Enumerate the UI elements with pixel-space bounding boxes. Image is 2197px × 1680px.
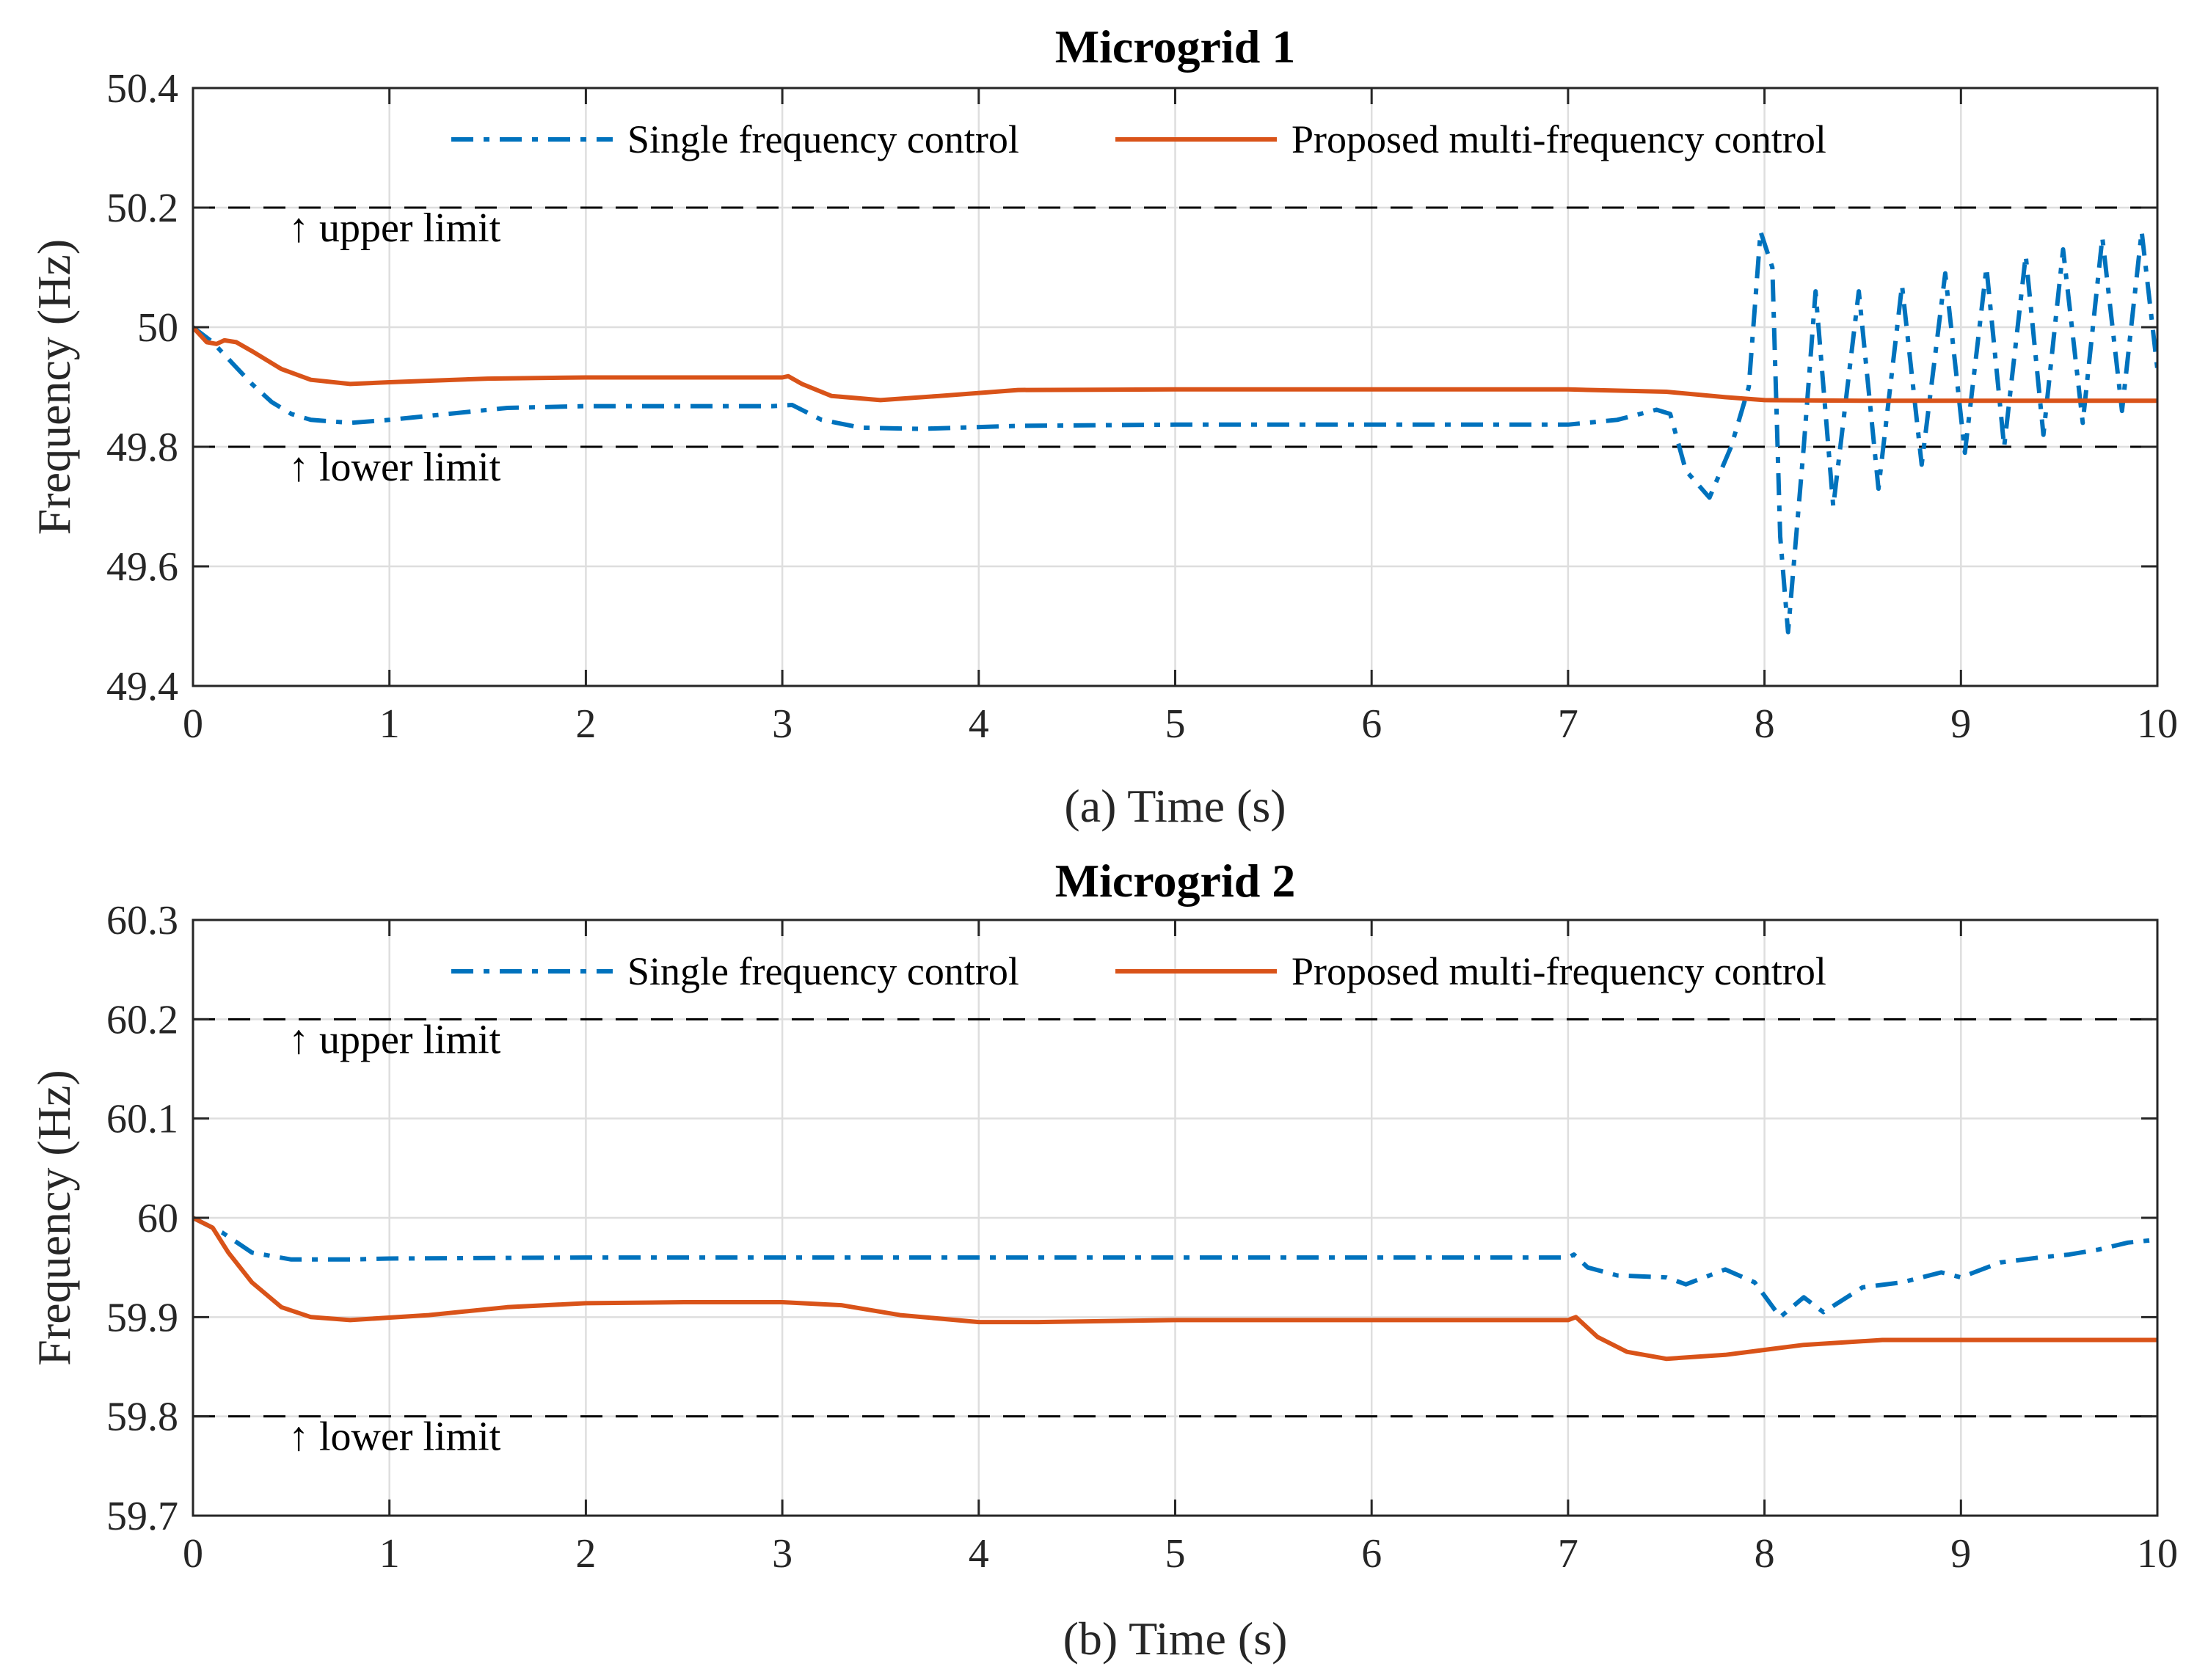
- y-tick-label: 59.8: [106, 1395, 178, 1440]
- series-line-single-frequency: [193, 229, 2157, 635]
- y-tick-label: 59.9: [106, 1295, 178, 1340]
- x-tick-label: 2: [575, 701, 596, 747]
- y-tick-label: 50: [137, 305, 178, 351]
- x-tick-label: 0: [183, 701, 203, 747]
- chart-title: Microgrid 2: [1055, 855, 1296, 907]
- x-tick-label: 6: [1361, 1531, 1382, 1577]
- legend: Single frequency control Proposed multi-f…: [451, 949, 1826, 993]
- x-axis-label: (b) Time (s): [1063, 1613, 1288, 1665]
- x-tick-label: 5: [1165, 1531, 1186, 1577]
- y-tick-label: 49.4: [106, 664, 178, 709]
- y-tick-label: 60.3: [106, 898, 178, 943]
- x-tick-label: 10: [2137, 701, 2178, 747]
- x-tick-label: 3: [772, 701, 793, 747]
- chart-microgrid-2: ↑ upper limit ↑ lower limit 0 1 2 3 4 5 6 7 8 9 10 59…: [28, 855, 2178, 1665]
- y-tick-label: 59.7: [106, 1494, 178, 1539]
- y-tick-label: 50.2: [106, 186, 178, 231]
- lower-limit-label: ↑ lower limit: [288, 1414, 501, 1460]
- x-tick-label: 3: [772, 1531, 793, 1577]
- x-tick-label: 4: [969, 701, 989, 747]
- y-tick-label: 49.8: [106, 425, 178, 470]
- x-tick-label: 2: [575, 1531, 596, 1577]
- y-tick-label: 60.2: [106, 997, 178, 1042]
- y-axis-label: Frequency (Hz): [28, 239, 80, 535]
- x-tick-label: 0: [183, 1531, 203, 1577]
- series-line-multi-frequency: [193, 325, 2157, 403]
- x-tick-label: 1: [379, 1531, 400, 1577]
- x-tick-label: 7: [1558, 1531, 1578, 1577]
- x-tick-label: 8: [1755, 701, 1775, 747]
- chart-title: Microgrid 1: [1055, 21, 1296, 73]
- y-tick-label: 60.1: [106, 1097, 178, 1142]
- x-tick-label: 6: [1361, 701, 1382, 747]
- upper-limit-label: ↑ upper limit: [288, 205, 501, 251]
- legend-label-multi-frequency: Proposed multi-frequency control: [1291, 117, 1826, 161]
- x-tick-label: 4: [969, 1531, 989, 1577]
- x-tick-label: 5: [1165, 701, 1186, 747]
- series-line-single-frequency: [193, 1216, 2157, 1320]
- series-line-multi-frequency: [193, 1216, 2157, 1362]
- x-tick-label: 10: [2137, 1531, 2178, 1577]
- chart-microgrid-1: ↑ upper limit ↑ lower limit 0 1 2 3 4 5 6 7 8 9 10 49…: [28, 21, 2178, 832]
- y-tick-label: 50.4: [106, 66, 178, 112]
- y-tick-label: 60: [137, 1196, 178, 1241]
- legend: Single frequency control Proposed multi-f…: [451, 117, 1826, 161]
- legend-label-single-frequency: Single frequency control: [627, 949, 1019, 993]
- x-tick-label: 1: [379, 701, 400, 747]
- legend-label-multi-frequency: Proposed multi-frequency control: [1291, 949, 1826, 993]
- x-tick-label: 7: [1558, 701, 1578, 747]
- legend-label-single-frequency: Single frequency control: [627, 117, 1019, 161]
- upper-limit-label: ↑ upper limit: [288, 1017, 501, 1062]
- x-tick-label: 9: [1950, 701, 1971, 747]
- lower-limit-label: ↑ lower limit: [288, 445, 501, 490]
- x-axis-label: (a) Time (s): [1064, 780, 1286, 832]
- x-tick-label: 8: [1755, 1531, 1775, 1577]
- y-tick-label: 49.6: [106, 544, 178, 590]
- x-tick-label: 9: [1950, 1531, 1971, 1577]
- y-axis-label: Frequency (Hz): [28, 1070, 80, 1365]
